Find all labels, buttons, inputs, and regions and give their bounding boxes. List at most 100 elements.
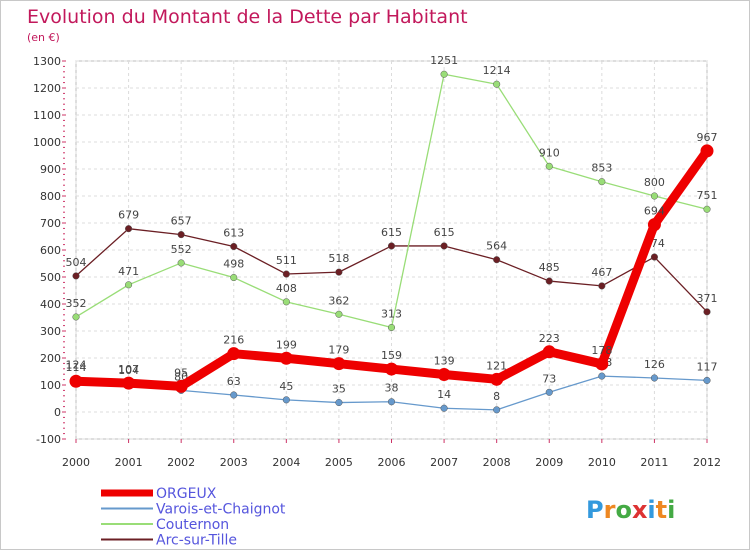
data-label: 504 [66, 256, 87, 269]
logo-letter: x [632, 496, 648, 524]
data-point [440, 404, 448, 412]
data-label: 615 [381, 226, 402, 239]
logo-letter: r [604, 496, 616, 524]
data-point [650, 374, 658, 382]
y-tick-label: 500 [40, 271, 61, 284]
data-label: 38 [385, 382, 399, 395]
axes: -100 0 100 200 300 400 500 600 700 800 900 1000 1100… [33, 55, 721, 469]
y-tick-label: 1100 [33, 109, 61, 122]
y-tick-label: -100 [36, 433, 61, 446]
data-label: 564 [486, 240, 507, 253]
data-label: 179 [328, 344, 349, 357]
svg-text:Proxiti: Proxiti [586, 496, 675, 524]
y-tick-label: 1300 [33, 55, 61, 68]
data-label: 124 [66, 359, 87, 372]
y-tick-label: 1000 [33, 136, 61, 149]
logo-letter: P [586, 496, 604, 524]
data-point [440, 242, 448, 250]
x-tick-label: 2010 [588, 456, 616, 469]
data-point [493, 406, 501, 414]
data-point [387, 242, 396, 250]
data-point [72, 313, 80, 321]
data-label: 751 [697, 189, 718, 202]
x-tick-label: 2002 [167, 456, 195, 469]
data-point [598, 372, 606, 380]
x-tick-label: 2001 [115, 456, 143, 469]
data-label: 73 [542, 372, 556, 385]
data-point [598, 282, 606, 290]
x-tick-label: 2011 [640, 456, 668, 469]
data-point [598, 178, 606, 186]
data-point [230, 391, 238, 399]
x-tick-label: 2004 [272, 456, 300, 469]
data-label: 352 [66, 297, 87, 310]
data-point [282, 270, 290, 278]
data-point [387, 398, 396, 406]
data-point [332, 357, 346, 371]
data-point [437, 367, 451, 381]
data-point [125, 281, 133, 289]
data-point [177, 259, 185, 267]
y-tick-label: 700 [40, 217, 61, 230]
data-point [227, 347, 241, 361]
y-tick-label: 200 [40, 352, 61, 365]
logo-letter: i [647, 496, 655, 524]
series-couternon: 352 471 552 498 408 362 313 1251 1214 910 853 800 75… [66, 54, 718, 332]
data-point [493, 256, 501, 264]
data-point [230, 273, 238, 282]
x-tick-label: 2000 [62, 456, 90, 469]
data-point [125, 225, 133, 233]
data-point [703, 205, 711, 213]
legend-label: Varois-et-Chaignot [156, 502, 286, 518]
legend-label: Arc-sur-Tille [156, 533, 237, 549]
data-point [282, 396, 290, 404]
data-label: 159 [381, 349, 402, 362]
data-label: 518 [328, 252, 349, 265]
data-label: 63 [227, 375, 241, 388]
data-point [72, 272, 80, 280]
y-tick-label: 900 [40, 163, 61, 176]
legend-label: ORGEUX [156, 486, 217, 502]
data-label: 471 [118, 265, 139, 278]
data-point [545, 277, 553, 285]
data-point [122, 376, 136, 390]
data-label: 1251 [430, 54, 458, 67]
data-point [493, 80, 501, 88]
data-point [703, 308, 711, 316]
data-label: 967 [697, 131, 718, 144]
data-point [650, 253, 658, 261]
data-label: 107 [118, 363, 139, 376]
data-label: 126 [644, 358, 665, 371]
data-point [335, 268, 343, 276]
chart-title: Evolution du Montant de la Dette par Hab… [27, 6, 468, 28]
data-label: 114 [66, 361, 87, 374]
data-label: 199 [276, 338, 297, 351]
data-label: 139 [434, 354, 455, 367]
data-point [279, 351, 293, 365]
data-label: 800 [644, 176, 665, 189]
series-orgeux: 114 107 95 216 199 179 159 139 121 223 178 694 967 [66, 131, 718, 393]
data-label: 371 [697, 292, 718, 305]
data-label: 511 [276, 254, 297, 267]
data-point [177, 231, 185, 239]
x-tick-label: 2012 [693, 456, 721, 469]
data-label: 178 [591, 344, 612, 357]
logo-letter: o [615, 496, 632, 524]
data-label: 1214 [483, 64, 511, 77]
data-point [335, 399, 343, 407]
data-point [440, 70, 448, 78]
data-point [385, 362, 398, 376]
data-label: 95 [174, 366, 188, 379]
y-tick-label: 800 [40, 190, 61, 203]
data-point [703, 376, 711, 384]
data-label: 14 [437, 388, 451, 401]
y-tick-label: 600 [40, 244, 61, 257]
grid-lines [75, 60, 708, 440]
x-tick-label: 2006 [378, 456, 406, 469]
legend: ORGEUXVarois-et-ChaignotCouternonArc-sur… [101, 486, 286, 549]
data-label: 117 [697, 360, 718, 373]
